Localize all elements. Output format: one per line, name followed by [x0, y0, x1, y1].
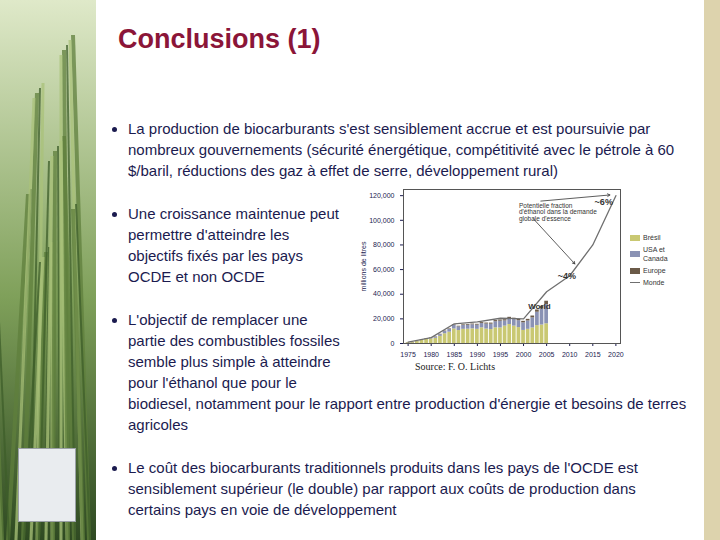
svg-text:60,000: 60,000 — [373, 266, 395, 273]
svg-text:1990: 1990 — [470, 351, 486, 358]
svg-text:2000: 2000 — [516, 351, 532, 358]
svg-text:1975: 1975 — [400, 351, 416, 358]
svg-text:120,000: 120,000 — [369, 192, 394, 199]
svg-text:80,000: 80,000 — [373, 241, 395, 248]
svg-text:20,000: 20,000 — [373, 315, 395, 322]
svg-text:millions de litres: millions de litres — [360, 241, 367, 291]
svg-text:1980: 1980 — [423, 351, 439, 358]
svg-text:2010: 2010 — [562, 351, 578, 358]
svg-text:~4%: ~4% — [558, 271, 576, 281]
svg-text:1985: 1985 — [446, 351, 462, 358]
svg-text:1995: 1995 — [493, 351, 509, 358]
svg-text:~6%: ~6% — [595, 197, 613, 207]
svg-text:World: World — [528, 302, 551, 311]
svg-text:100,000: 100,000 — [369, 217, 394, 224]
svg-text:2005: 2005 — [539, 351, 555, 358]
svg-text:2020: 2020 — [608, 351, 624, 358]
svg-text:Potentielle fractiond'éthanol: Potentielle fractiond'éthanol dans la de… — [519, 202, 597, 223]
svg-text:0: 0 — [391, 340, 395, 347]
svg-text:2015: 2015 — [585, 351, 601, 358]
svg-text:40,000: 40,000 — [373, 290, 395, 297]
